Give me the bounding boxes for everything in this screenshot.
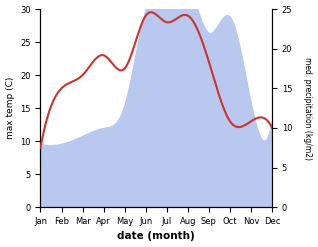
Y-axis label: max temp (C): max temp (C) — [5, 77, 15, 139]
Y-axis label: med. precipitation (kg/m2): med. precipitation (kg/m2) — [303, 57, 313, 160]
X-axis label: date (month): date (month) — [117, 231, 195, 242]
